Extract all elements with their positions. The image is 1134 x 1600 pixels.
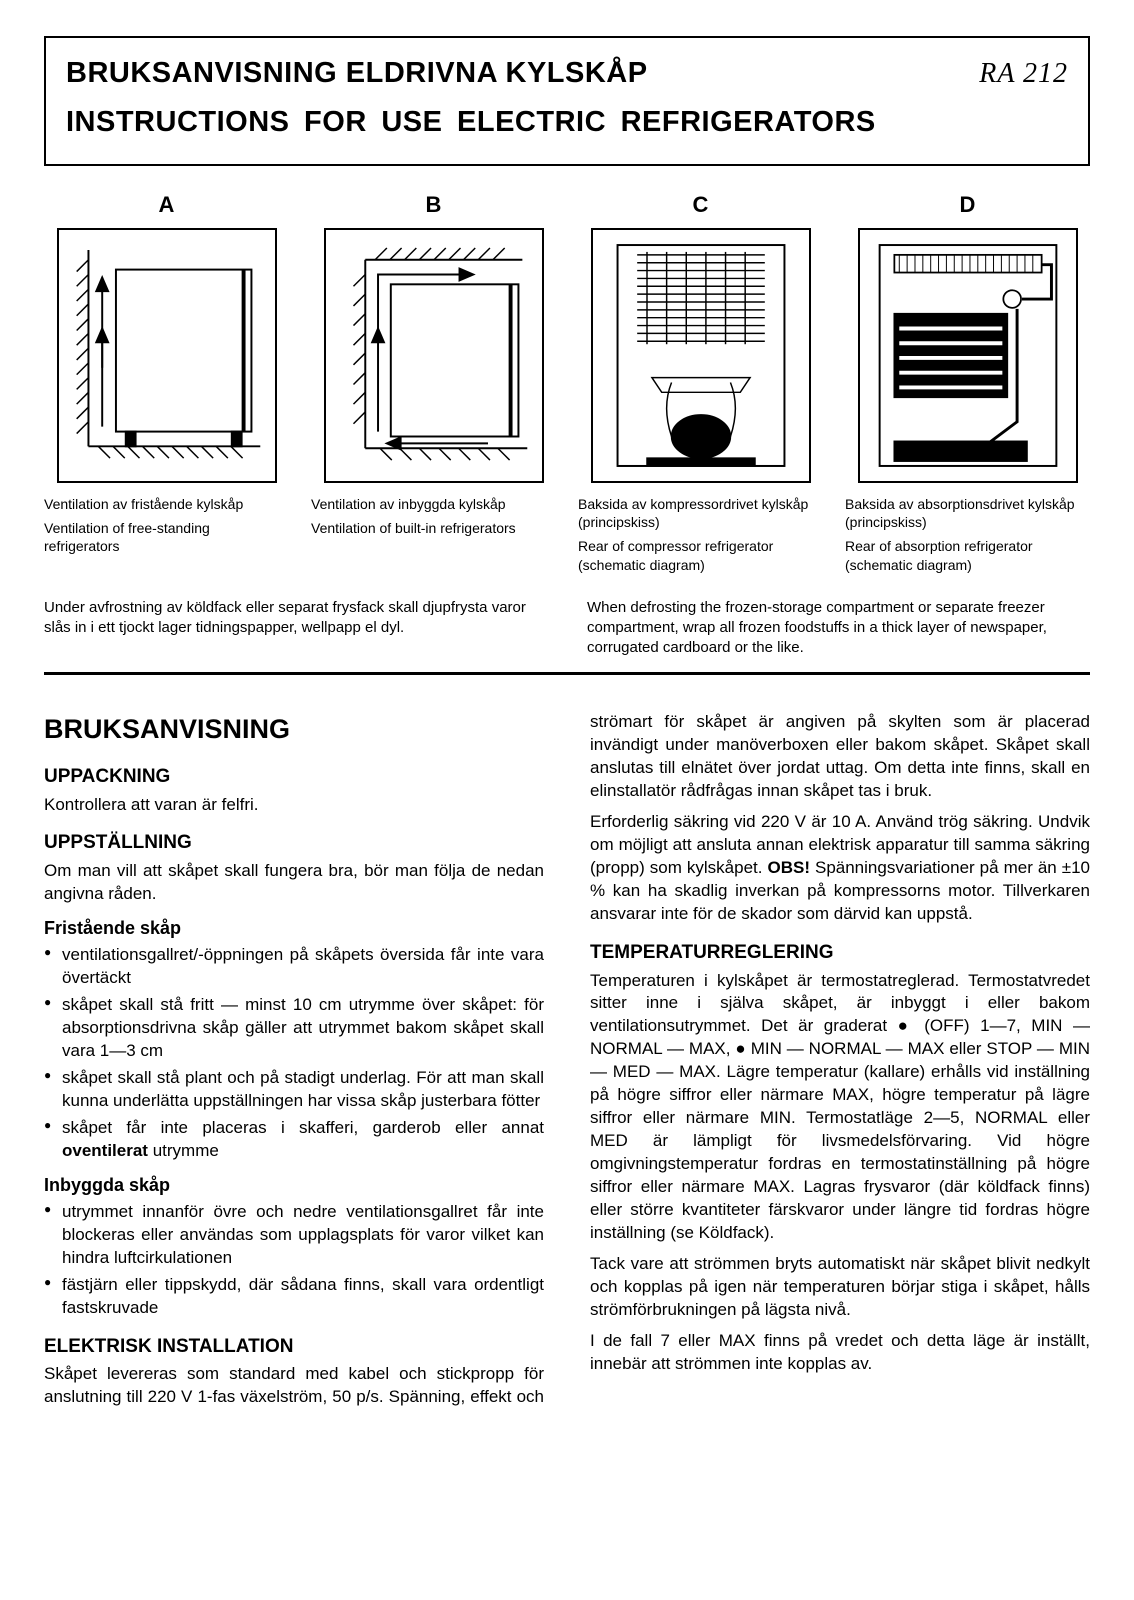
caption-b-sv: Ventilation av inbyggda kylskåp (311, 495, 556, 513)
temp-p2: Tack vare att strömmen bryts automatiskt… (590, 1253, 1090, 1322)
uppstallning-intro: Om man vill att skåpet skall fungera bra… (44, 860, 544, 906)
caption-b: Ventilation av inbyggda kylskåp Ventilat… (311, 495, 556, 580)
body-columns: BRUKSANVISNING UPPACKNING Kontrollera at… (44, 711, 1090, 1409)
fristaende-list: ventilationsgallret/-öppningen på skåpet… (44, 944, 544, 1162)
temp-heading: TEMPERATURREGLERING (590, 940, 1090, 966)
list-item: skåpet skall stå fritt — minst 10 cm utr… (44, 994, 544, 1063)
caption-b-en: Ventilation of built-in refrigerators (311, 519, 556, 537)
temp-p3: I de fall 7 eller MAX finns på vredet oc… (590, 1330, 1090, 1376)
list-item: skåpet skall stå plant och på stadigt un… (44, 1067, 544, 1113)
uppackning-text: Kontrollera att varan är felfri. (44, 794, 544, 817)
figure-row: A (44, 190, 1090, 483)
temp-p1: Temperaturen i kylskåpet är termostatreg… (590, 970, 1090, 1245)
figure-c-diagram (591, 228, 811, 483)
inbyggda-heading: Inbyggda skåp (44, 1173, 544, 1197)
figure-a: A (44, 190, 289, 483)
figure-d: D (845, 190, 1090, 483)
figure-c-label: C (693, 190, 709, 220)
title-box: BRUKSANVISNING ELDRIVNA KYLSKÅP RA 212 I… (44, 36, 1090, 166)
title-english: INSTRUCTIONS FOR USE ELECTRIC REFRIGERAT… (66, 103, 1068, 142)
elektrisk-p2: Erforderlig säkring vid 220 V är 10 A. A… (590, 811, 1090, 926)
figure-b: B (311, 190, 556, 483)
defrost-notes: Under avfrostning av köldfack eller sepa… (44, 598, 1090, 659)
figure-captions: Ventilation av fristående kylskåp Ventil… (44, 495, 1090, 580)
caption-d: Baksida av absorptionsdrivet kylskåp (pr… (845, 495, 1090, 580)
list-item: fästjärn eller tippskydd, där sådana fin… (44, 1274, 544, 1320)
caption-d-en: Rear of absorption refrigerator (schemat… (845, 537, 1090, 573)
caption-d-sv: Baksida av absorptionsdrivet kylskåp (pr… (845, 495, 1090, 531)
inbyggda-list: utrymmet innanför övre och nedre ventila… (44, 1201, 544, 1320)
title-row-1: BRUKSANVISNING ELDRIVNA KYLSKÅP RA 212 (66, 54, 1068, 93)
list-item: utrymmet innanför övre och nedre ventila… (44, 1201, 544, 1270)
uppstallning-heading: UPPSTÄLLNING (44, 830, 544, 856)
figure-c: C (578, 190, 823, 483)
model-number: RA 212 (979, 55, 1068, 93)
defrost-note-sv: Under avfrostning av köldfack eller sepa… (44, 598, 547, 659)
figure-a-label: A (159, 190, 175, 220)
figure-d-diagram (858, 228, 1078, 483)
figure-b-label: B (426, 190, 442, 220)
uppackning-heading: UPPACKNING (44, 764, 544, 790)
caption-c: Baksida av kompressordrivet kylskåp (pri… (578, 495, 823, 580)
main-heading: BRUKSANVISNING (44, 711, 544, 747)
title-swedish: BRUKSANVISNING ELDRIVNA KYLSKÅP (66, 54, 648, 93)
caption-c-en: Rear of compressor refrigerator (schemat… (578, 537, 823, 573)
figure-d-label: D (960, 190, 976, 220)
elektrisk-heading: ELEKTRISK INSTALLATION (44, 1334, 544, 1360)
figure-b-diagram (324, 228, 544, 483)
caption-a-en: Ventilation of free-standing refrigerato… (44, 519, 289, 555)
list-item: ventilationsgallret/-öppningen på skåpet… (44, 944, 544, 990)
figure-a-diagram (57, 228, 277, 483)
defrost-note-en: When defrosting the frozen-storage compa… (587, 598, 1090, 659)
caption-c-sv: Baksida av kompressordrivet kylskåp (pri… (578, 495, 823, 531)
list-item: skåpet får inte placeras i skafferi, gar… (44, 1117, 544, 1163)
fristaende-heading: Fristående skåp (44, 916, 544, 940)
divider (44, 672, 1090, 675)
caption-a-sv: Ventilation av fristående kylskåp (44, 495, 289, 513)
caption-a: Ventilation av fristående kylskåp Ventil… (44, 495, 289, 580)
